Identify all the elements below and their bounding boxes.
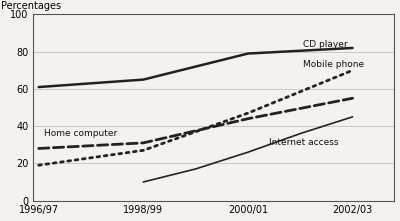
- Y-axis label: Percentages: Percentages: [1, 1, 61, 11]
- Text: Mobile phone: Mobile phone: [303, 60, 364, 69]
- Text: Internet access: Internet access: [269, 138, 338, 147]
- Text: Home computer: Home computer: [44, 129, 117, 138]
- Text: CD player: CD player: [303, 40, 348, 49]
